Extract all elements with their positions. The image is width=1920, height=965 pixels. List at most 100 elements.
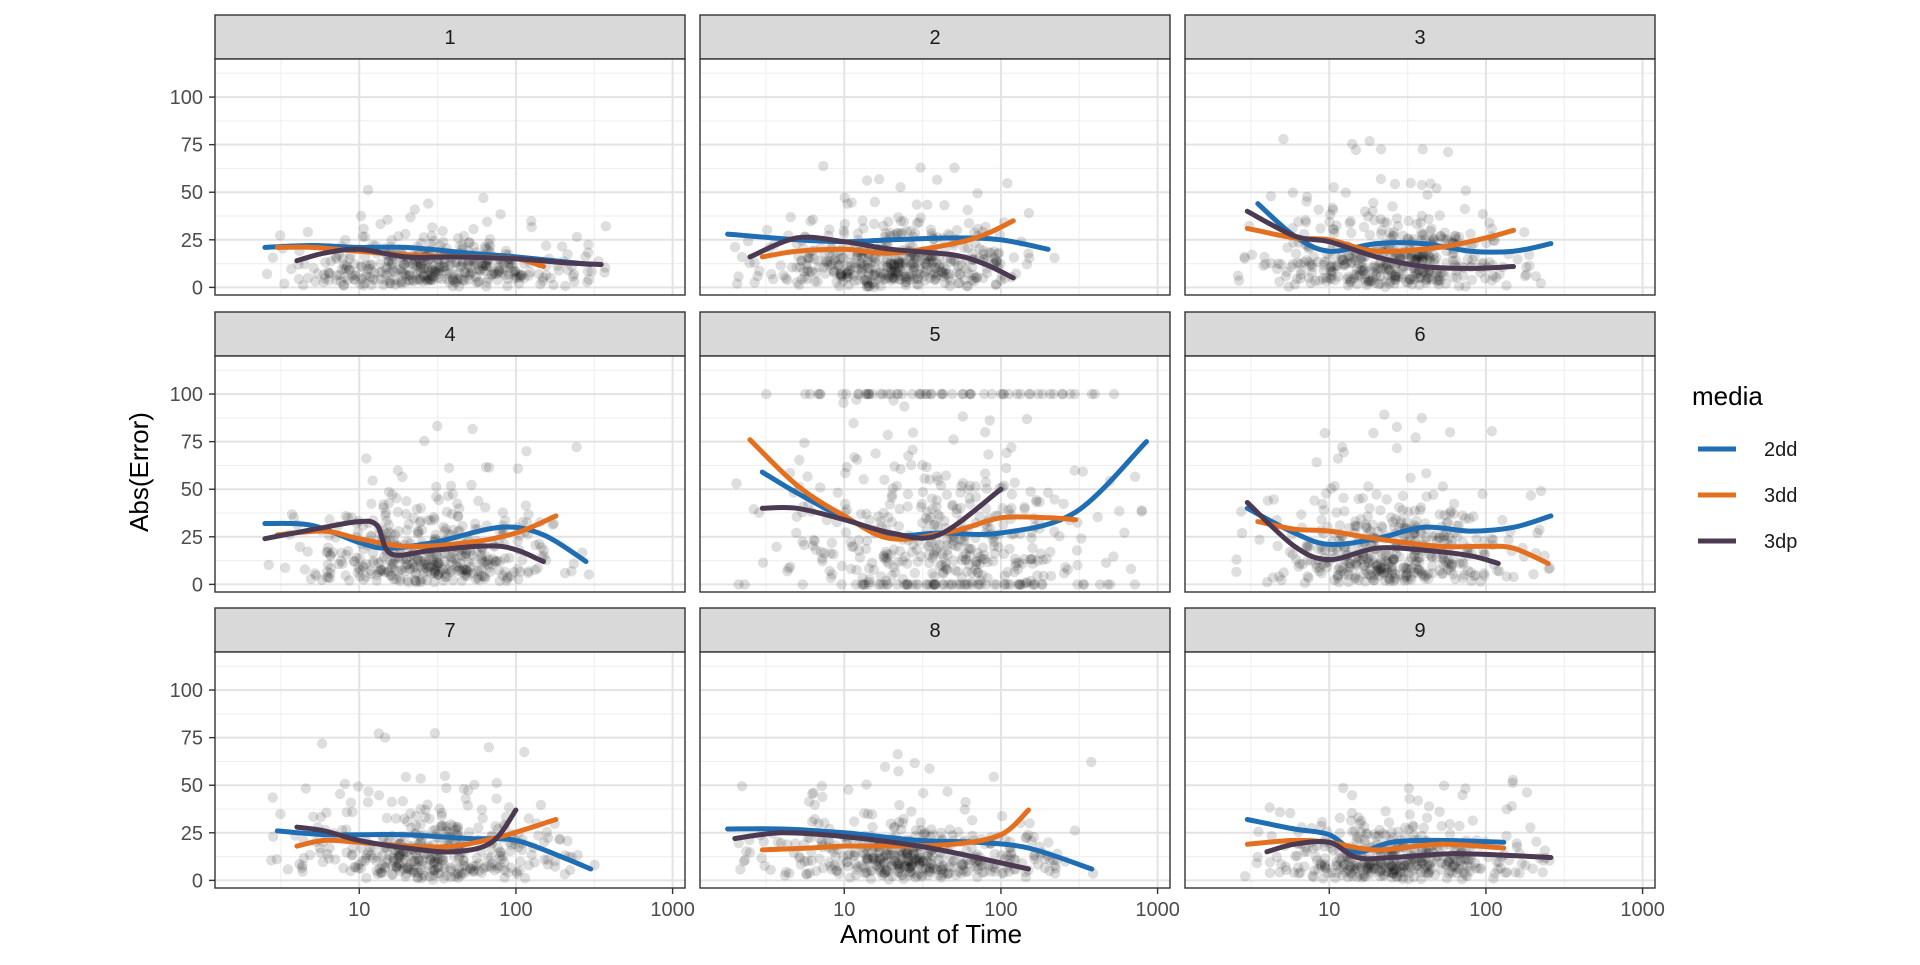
data-point	[394, 277, 405, 288]
data-point	[1310, 275, 1321, 287]
data-point	[1100, 557, 1112, 568]
data-point	[438, 236, 449, 247]
data-point	[431, 491, 442, 502]
data-point	[892, 266, 903, 277]
data-point	[1057, 388, 1068, 400]
data-point	[961, 281, 972, 292]
data-point	[885, 263, 896, 274]
data-point	[863, 579, 875, 590]
data-point	[282, 864, 294, 875]
data-point	[1339, 859, 1351, 871]
data-point	[367, 475, 378, 486]
data-point	[1246, 249, 1258, 260]
data-point	[887, 260, 899, 271]
data-point	[430, 266, 441, 278]
data-point	[1252, 851, 1263, 863]
data-point	[1510, 867, 1521, 878]
gridlines-3	[1185, 59, 1655, 295]
data-point	[569, 276, 580, 287]
data-point	[1231, 554, 1242, 565]
data-point	[863, 281, 874, 292]
data-point	[343, 545, 354, 557]
data-point	[1412, 268, 1424, 279]
data-point	[417, 573, 428, 585]
data-point	[318, 276, 329, 288]
data-point	[1376, 225, 1387, 236]
data-point	[813, 261, 824, 273]
data-point	[401, 270, 412, 281]
data-point	[453, 233, 464, 244]
data-point	[856, 261, 867, 272]
data-point	[1398, 230, 1409, 241]
data-point	[1343, 271, 1354, 282]
data-point	[331, 275, 342, 286]
data-point	[1293, 868, 1305, 879]
data-point	[403, 270, 415, 281]
data-point	[886, 269, 897, 281]
data-point	[771, 541, 782, 552]
data-point	[888, 258, 900, 269]
data-point	[1465, 228, 1476, 239]
data-point	[1342, 273, 1353, 285]
smooth-line-3dp-panel-1	[294, 246, 604, 267]
data-point	[537, 275, 548, 287]
data-point	[1231, 566, 1242, 577]
data-point	[1301, 191, 1313, 202]
data-point	[1338, 492, 1349, 504]
data-point	[1507, 774, 1519, 786]
data-point	[382, 214, 393, 225]
plot-background-4	[215, 356, 685, 592]
data-point	[1025, 486, 1036, 497]
data-point	[1450, 255, 1462, 266]
data-point	[1300, 215, 1311, 226]
data-point	[1326, 273, 1337, 285]
data-point	[1477, 488, 1488, 500]
data-point	[909, 757, 920, 769]
data-point	[817, 791, 828, 803]
data-point	[850, 261, 861, 273]
data-point	[1316, 816, 1328, 828]
data-point	[817, 862, 829, 874]
data-point	[1283, 281, 1295, 292]
data-point	[1322, 255, 1333, 266]
data-point	[993, 247, 1005, 258]
data-point	[913, 279, 924, 291]
data-point	[959, 274, 970, 285]
data-point	[775, 260, 786, 271]
data-point	[312, 268, 323, 279]
data-point	[982, 557, 993, 568]
data-point	[749, 257, 760, 268]
x-axis-ticks-col-2: 10 100 1000	[1318, 888, 1665, 921]
data-point	[548, 279, 559, 291]
data-point	[824, 260, 835, 271]
data-point	[1023, 388, 1035, 400]
data-point	[856, 264, 867, 275]
data-point	[947, 539, 959, 550]
data-point	[754, 265, 765, 277]
data-point	[425, 238, 437, 250]
data-point	[1405, 472, 1416, 483]
data-point	[951, 267, 962, 278]
data-point	[1380, 260, 1391, 271]
data-point	[439, 261, 451, 272]
data-point	[1338, 782, 1349, 794]
data-point	[1347, 138, 1358, 150]
data-point	[1384, 278, 1395, 289]
data-point	[785, 211, 796, 223]
data-point	[1412, 795, 1424, 806]
data-point	[893, 256, 904, 267]
data-point	[922, 199, 933, 210]
data-point	[1501, 280, 1512, 291]
data-point	[802, 253, 814, 264]
data-point	[1344, 276, 1356, 288]
data-point	[980, 427, 991, 438]
data-point	[1447, 249, 1458, 260]
x-axis-ticks-col-1: 10 100 1000	[833, 888, 1180, 921]
data-point	[342, 274, 353, 286]
data-point	[491, 793, 502, 804]
data-point	[1486, 426, 1498, 437]
data-point	[361, 453, 372, 464]
data-point	[919, 270, 930, 282]
smooth-lines-3	[1244, 201, 1554, 271]
data-point	[1428, 249, 1440, 261]
